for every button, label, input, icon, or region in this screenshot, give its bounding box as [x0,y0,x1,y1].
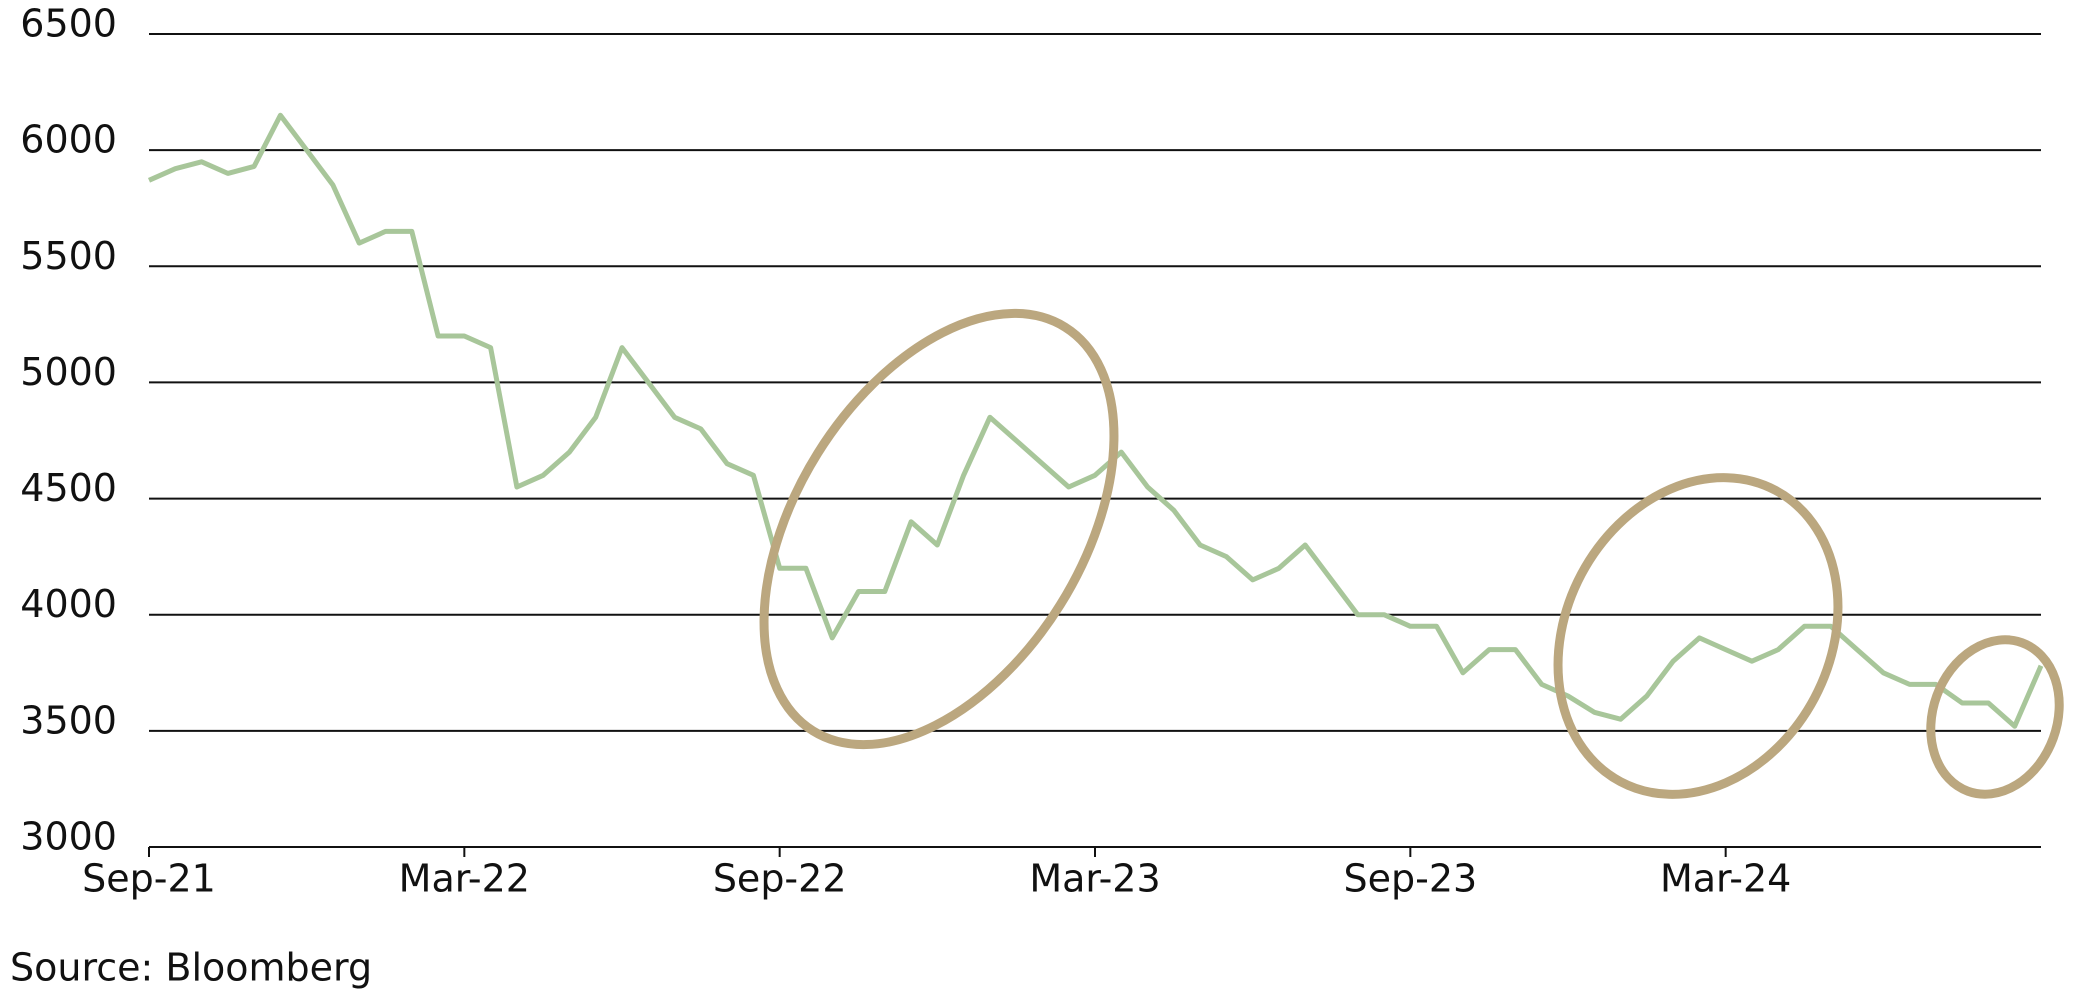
y-tick-label: 4000 [20,582,117,626]
x-tick-label: Sep-21 [82,857,216,901]
data-line [147,112,2044,729]
source-note: Source: Bloomberg [10,946,372,990]
y-tick-label: 5000 [20,350,117,394]
x-tick-label: Sep-23 [1343,857,1477,901]
x-tick-label: Mar-22 [399,857,530,901]
highlight-ellipse [759,308,1119,750]
y-tick-label: 6500 [20,2,117,46]
y-tick-label: 6000 [20,118,117,162]
x-tick-label: Sep-22 [713,857,847,901]
y-tick-label: 3000 [20,815,117,859]
y-tick-label: 5500 [20,234,117,278]
highlight-ellipse [1926,635,2064,799]
annotations [759,308,2064,799]
x-tick-label: Mar-23 [1029,857,1160,901]
y-tick-label: 4500 [20,466,117,510]
y-tick-label: 3500 [20,698,117,742]
highlight-ellipse [1553,473,1843,799]
x-tick-label: Mar-24 [1660,857,1791,901]
